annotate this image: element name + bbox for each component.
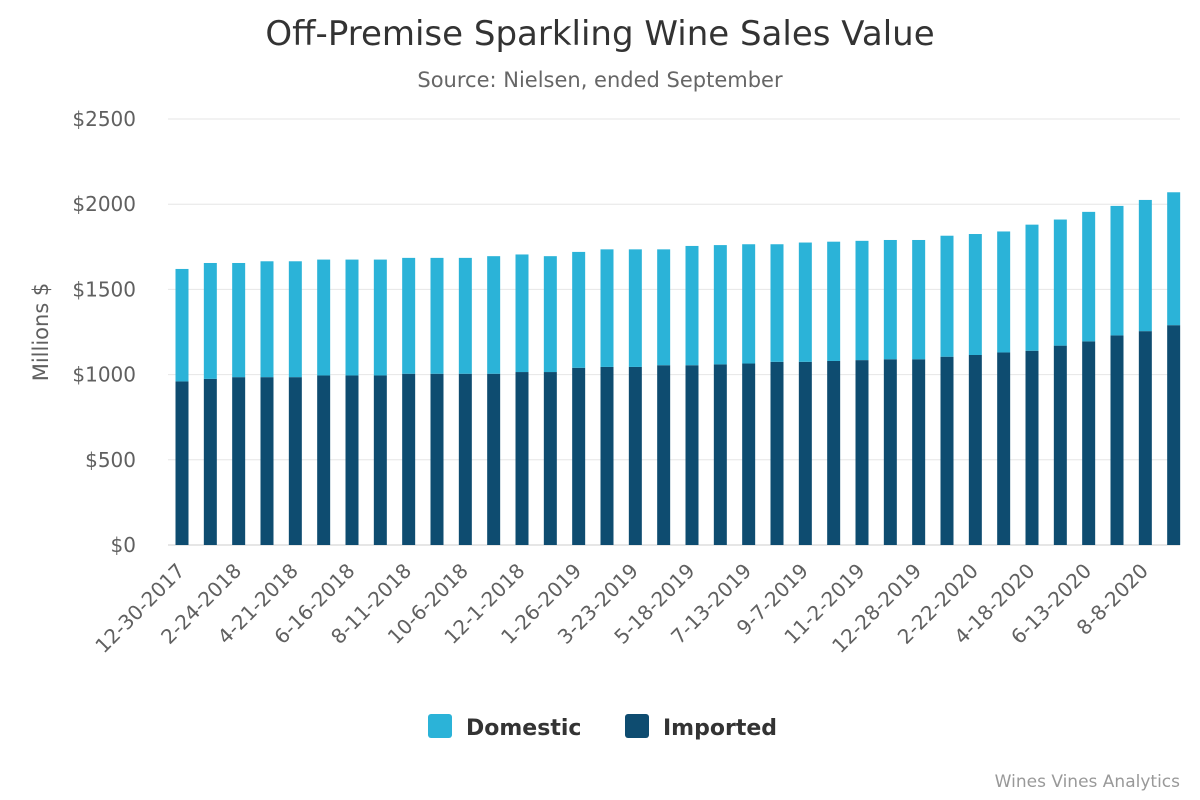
bar-imported — [402, 373, 416, 545]
bar-domestic — [402, 257, 416, 374]
bar-imported — [798, 361, 812, 545]
bar-domestic — [203, 262, 217, 379]
bar-imported — [685, 365, 699, 545]
legend-swatch-imported — [625, 714, 649, 738]
bar-domestic — [1110, 205, 1124, 336]
bar-domestic — [515, 254, 529, 373]
y-tick-label: $2000 — [72, 192, 136, 216]
bar-imported — [345, 375, 359, 545]
bar-imported — [515, 372, 529, 545]
bar-imported — [572, 367, 586, 545]
bar-domestic — [770, 244, 784, 362]
bar-domestic — [430, 257, 444, 374]
bar-imported — [600, 366, 614, 545]
bar-imported — [912, 359, 926, 545]
bar-imported — [997, 352, 1011, 545]
bar-domestic — [742, 244, 756, 364]
legend-swatch-domestic — [428, 714, 452, 738]
bar-domestic — [827, 241, 841, 361]
bar-domestic — [600, 249, 614, 367]
bar-domestic — [1053, 219, 1067, 346]
chart-title: Off-Premise Sparkling Wine Sales Value — [265, 14, 935, 54]
bar-domestic — [713, 245, 727, 365]
bar-imported — [742, 363, 756, 545]
bar-domestic — [1167, 192, 1181, 326]
bar-domestic — [1025, 224, 1039, 351]
bar-imported — [1138, 331, 1152, 545]
bar-domestic — [543, 256, 557, 373]
y-tick-label: $0 — [111, 533, 136, 557]
bar-imported — [175, 381, 189, 545]
y-axis-label: Millions $ — [29, 283, 53, 382]
bar-imported — [657, 365, 671, 545]
x-axis: 12-30-20172-24-20184-21-20186-16-20188-1… — [90, 559, 1152, 658]
bar-domestic — [1138, 199, 1152, 332]
bar-domestic — [883, 239, 897, 360]
y-tick-label: $2500 — [72, 107, 136, 131]
bar-imported — [317, 375, 331, 545]
bar-domestic — [997, 231, 1011, 353]
bar-domestic — [940, 235, 954, 357]
bar-domestic — [260, 261, 274, 378]
bar-imported — [713, 364, 727, 545]
bar-imported — [430, 373, 444, 545]
bar-imported — [940, 356, 954, 545]
y-tick-label: $500 — [85, 448, 136, 472]
legend-label-domestic: Domestic — [466, 716, 581, 741]
bars — [175, 192, 1181, 545]
bar-domestic — [345, 259, 359, 376]
bar-domestic — [288, 261, 302, 378]
y-tick-label: $1000 — [72, 363, 136, 387]
bar-domestic — [572, 251, 586, 368]
legend-label-imported: Imported — [663, 716, 777, 741]
bar-domestic — [317, 259, 331, 376]
bar-imported — [968, 355, 982, 545]
bar-imported — [260, 377, 274, 545]
y-axis: $0 $500 $1000 $1500 $2000 $2500 — [72, 107, 136, 557]
bar-imported — [1025, 350, 1039, 545]
bar-imported — [458, 373, 472, 545]
y-tick-label: $1500 — [72, 277, 136, 301]
bar-domestic — [175, 268, 189, 382]
bar-domestic — [628, 249, 642, 367]
bar-imported — [883, 359, 897, 545]
bar-domestic — [685, 245, 699, 366]
legend: Domestic Imported — [428, 714, 777, 741]
bar-imported — [487, 373, 501, 545]
bar-domestic — [968, 234, 982, 356]
bar-imported — [628, 366, 642, 545]
bar-domestic — [912, 239, 926, 360]
bar-domestic — [232, 262, 246, 378]
bar-imported — [1167, 325, 1181, 545]
bar-domestic — [855, 240, 869, 361]
bar-imported — [1110, 335, 1124, 545]
bar-domestic — [657, 249, 671, 366]
bar-imported — [855, 360, 869, 545]
bar-domestic — [458, 257, 472, 374]
bar-imported — [232, 377, 246, 545]
grid-lines — [168, 118, 1180, 546]
bar-imported — [1082, 341, 1096, 545]
bar-imported — [203, 378, 217, 545]
bar-domestic — [373, 259, 387, 376]
chart-subtitle: Source: Nielsen, ended September — [417, 68, 783, 92]
bar-imported — [543, 372, 557, 545]
bar-imported — [288, 377, 302, 545]
bar-imported — [827, 360, 841, 545]
bar-domestic — [1082, 211, 1096, 342]
credit-text: Wines Vines Analytics — [994, 772, 1180, 792]
bar-imported — [770, 361, 784, 545]
bar-imported — [373, 375, 387, 545]
bar-domestic — [487, 256, 501, 374]
bar-imported — [1053, 345, 1067, 545]
bar-domestic — [798, 242, 812, 362]
